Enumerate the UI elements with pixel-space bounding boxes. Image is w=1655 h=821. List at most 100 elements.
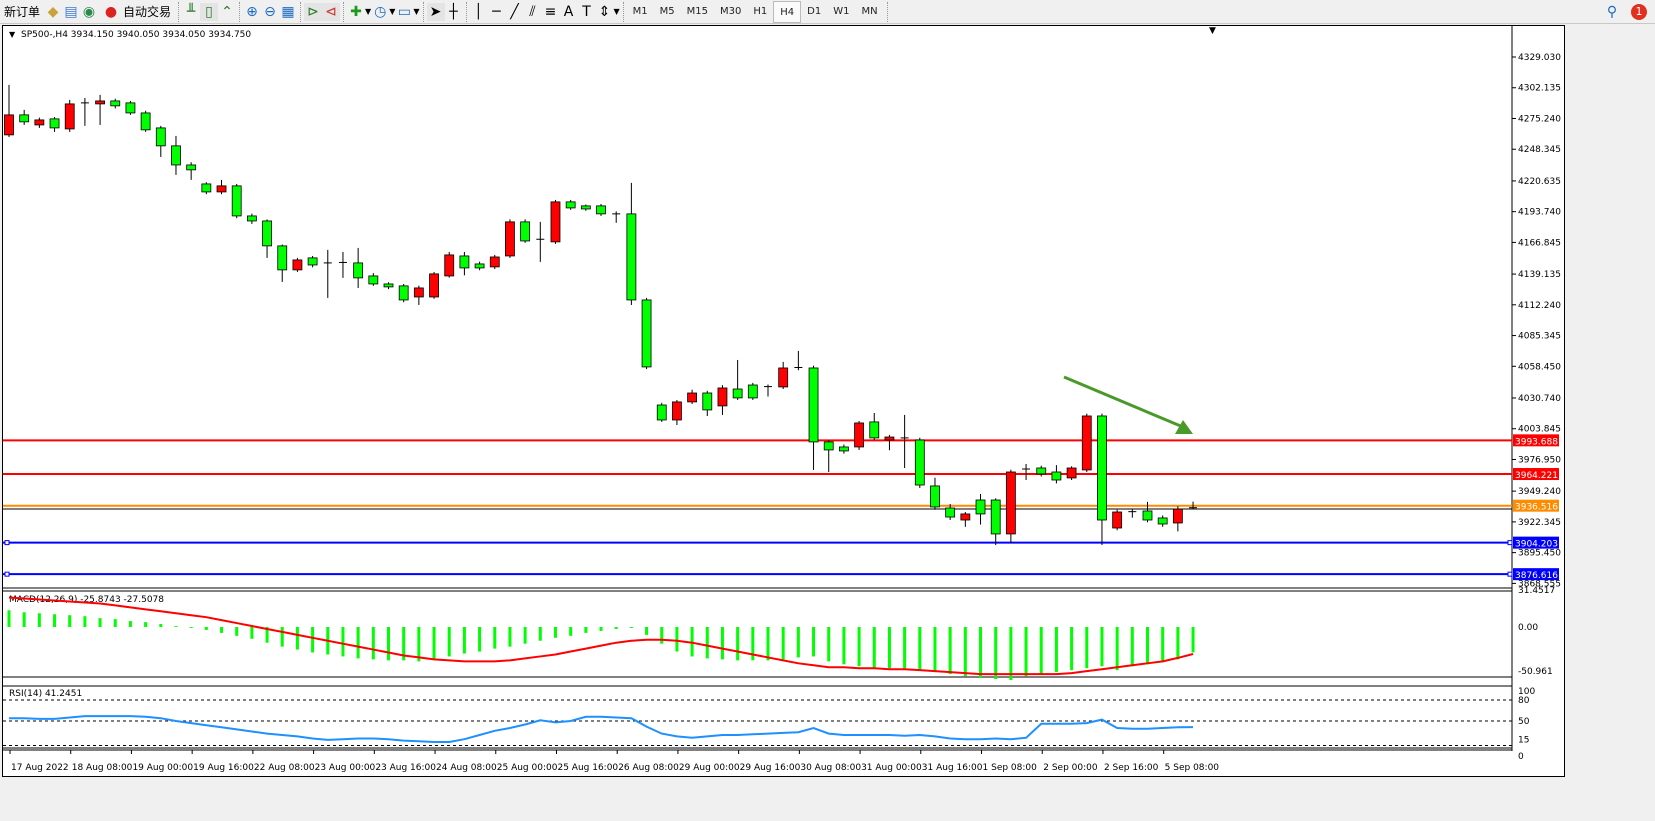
time-tick-label: 24 Aug 08:00 bbox=[436, 763, 497, 773]
price-tick-label: 4302.135 bbox=[1518, 84, 1561, 94]
market-watch-icon[interactable]: ▤ bbox=[64, 3, 78, 20]
candlestick-icon[interactable]: ▯ bbox=[200, 2, 219, 21]
separator bbox=[422, 1, 424, 22]
chart-shift-icon[interactable]: ⊲ bbox=[322, 2, 341, 21]
zoom-in-icon[interactable]: ⊕ bbox=[246, 3, 258, 20]
clock-icon[interactable]: ◷ bbox=[374, 3, 387, 20]
time-tick-label: 31 Aug 00:00 bbox=[861, 763, 922, 773]
candle-body bbox=[823, 441, 834, 451]
candle-body bbox=[854, 422, 864, 448]
candle-body bbox=[641, 299, 652, 368]
price-tick-label: 4220.635 bbox=[1518, 177, 1561, 187]
separator bbox=[178, 1, 180, 22]
trendline-icon[interactable]: ╱ bbox=[510, 3, 519, 20]
chart-canvas[interactable]: SP500-,H4 3934.150 3940.050 3934.050 393… bbox=[3, 26, 1566, 778]
timeframe-h1[interactable]: H1 bbox=[753, 5, 768, 17]
autoscroll-icon[interactable]: ⊳ bbox=[304, 2, 323, 21]
price-tick-label: 4248.345 bbox=[1518, 145, 1561, 155]
line-chart-icon[interactable]: ⌃ bbox=[221, 3, 233, 20]
rsi-tick-label: 80 bbox=[1518, 696, 1530, 706]
timeframe-d1[interactable]: D1 bbox=[807, 5, 822, 17]
candle-body bbox=[1066, 467, 1077, 479]
price-label-bg bbox=[1513, 434, 1559, 447]
price-label: 3936.516 bbox=[1515, 503, 1558, 513]
dropdown-arrow-icon[interactable]: ▼ bbox=[613, 7, 620, 16]
vertical-line-icon[interactable]: │ bbox=[474, 3, 483, 20]
time-tick-label: 26 Aug 08:00 bbox=[618, 763, 679, 773]
price-tick-label: 4058.450 bbox=[1518, 362, 1561, 372]
bar-chart-icon[interactable]: ╨ bbox=[186, 3, 196, 20]
time-tick-label: 23 Aug 00:00 bbox=[315, 763, 376, 773]
timeframe-m5[interactable]: M5 bbox=[659, 5, 675, 17]
gold-bars-icon[interactable]: ◆ bbox=[47, 3, 59, 20]
candle-body bbox=[413, 287, 424, 298]
time-tick-label: 25 Aug 00:00 bbox=[497, 763, 558, 773]
time-tick-label: 29 Aug 00:00 bbox=[679, 763, 740, 773]
candle-body bbox=[580, 205, 591, 210]
time-tick-label: 22 Aug 08:00 bbox=[254, 763, 315, 773]
signal-icon[interactable]: ◉ bbox=[82, 3, 96, 20]
search-icon[interactable]: ⚲ bbox=[1606, 3, 1618, 20]
text-label-icon[interactable]: T bbox=[582, 3, 591, 20]
price-tick-label: 4166.845 bbox=[1518, 238, 1561, 248]
trend-arrow-head bbox=[1175, 420, 1193, 434]
time-tick-label: 19 Aug 16:00 bbox=[193, 763, 254, 773]
candle-body bbox=[474, 263, 485, 269]
fibonacci-icon[interactable]: ⫽ bbox=[529, 3, 536, 20]
price-tick-label: 4030.740 bbox=[1518, 394, 1561, 404]
crosshair-icon[interactable]: ┼ bbox=[449, 3, 458, 20]
cursor-icon[interactable]: ➤ bbox=[426, 2, 445, 21]
zoom-out-icon[interactable]: ⊖ bbox=[264, 3, 276, 20]
dropdown-arrow-icon[interactable]: ▼ bbox=[365, 7, 372, 16]
text-icon[interactable]: A bbox=[563, 3, 574, 20]
candle-body bbox=[1172, 508, 1183, 524]
timeframe-m15[interactable]: M15 bbox=[686, 5, 709, 17]
dropdown-arrow-icon[interactable]: ▼ bbox=[389, 7, 396, 16]
candle-body bbox=[171, 145, 181, 166]
time-tick-label: 25 Aug 16:00 bbox=[557, 763, 618, 773]
candle-body bbox=[520, 221, 531, 242]
new-chart-icon[interactable]: ✚ bbox=[350, 3, 362, 20]
timeframe-bar: M1 M5 M15 M30 H1 H4 D1 W1 MN bbox=[627, 0, 884, 23]
timeframe-w1[interactable]: W1 bbox=[833, 5, 850, 17]
candle-body bbox=[808, 367, 819, 443]
price-label-bg bbox=[1513, 499, 1559, 512]
notification-badge[interactable]: 1 bbox=[1631, 3, 1647, 20]
candle-body bbox=[368, 275, 379, 285]
candle-body bbox=[990, 499, 1001, 535]
candle-body bbox=[489, 256, 500, 268]
candle-body bbox=[155, 127, 166, 147]
time-tick-label: 2 Sep 00:00 bbox=[1043, 763, 1098, 773]
tile-windows-icon[interactable]: ▦ bbox=[281, 3, 295, 20]
horizontal-line-icon[interactable]: ─ bbox=[492, 3, 501, 20]
templates-icon[interactable]: ▭ bbox=[397, 3, 411, 20]
candle-body bbox=[429, 273, 439, 298]
macd-tick-label: 0.00 bbox=[1518, 623, 1538, 633]
price-tick-label: 4139.135 bbox=[1518, 270, 1561, 280]
candle-body bbox=[869, 421, 880, 439]
arrows-icon[interactable]: ⇕ bbox=[598, 3, 611, 20]
chart-window[interactable]: SP500-,H4 3934.150 3940.050 3934.050 393… bbox=[2, 25, 1565, 777]
shift-marker-icon: ▼ bbox=[1209, 26, 1216, 36]
candle-body bbox=[201, 183, 212, 193]
timeframe-mn[interactable]: MN bbox=[861, 5, 878, 17]
rsi-tick-label: 50 bbox=[1518, 717, 1530, 727]
fibo-fan-icon[interactable]: ≡ bbox=[544, 3, 557, 20]
candle-body bbox=[216, 185, 227, 193]
chart-menu-icon: ▼ bbox=[9, 30, 16, 39]
candle-body bbox=[262, 220, 272, 247]
candle-body bbox=[49, 118, 60, 129]
price-tick-label: 4003.845 bbox=[1518, 425, 1561, 435]
timeframe-h4[interactable]: H4 bbox=[773, 0, 802, 23]
dropdown-arrow-icon[interactable]: ▼ bbox=[413, 7, 420, 16]
price-label: 3964.221 bbox=[1515, 471, 1558, 481]
timeframe-m30[interactable]: M30 bbox=[720, 5, 742, 17]
price-tick-label: 3868.555 bbox=[1518, 579, 1561, 589]
new-order-label: 新订单 bbox=[4, 5, 41, 19]
candle-body bbox=[1081, 415, 1092, 471]
new-order-button[interactable]: 新订单 bbox=[0, 1, 44, 23]
price-tick-label: 4193.740 bbox=[1518, 208, 1561, 218]
timeframe-m1[interactable]: M1 bbox=[632, 5, 648, 17]
auto-trading-button[interactable]: ● 自动交易 bbox=[98, 1, 175, 23]
candle-body bbox=[444, 254, 455, 277]
